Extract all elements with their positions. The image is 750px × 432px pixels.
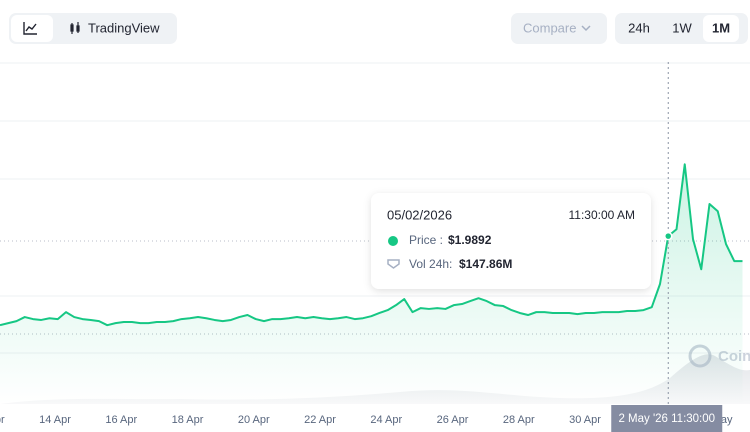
vol-label: Vol 24h: xyxy=(409,257,452,271)
tooltip: 05/02/2026 11:30:00 AM Price : $1.9892 V… xyxy=(371,193,651,289)
x-tick-label: 24 Apr xyxy=(370,414,402,426)
tradingview-button[interactable]: TradingView xyxy=(70,20,160,35)
tradingview-label: TradingView xyxy=(88,20,160,35)
hover-point xyxy=(664,231,673,241)
range-label[interactable]: 1W xyxy=(672,20,692,35)
price-line xyxy=(0,163,743,327)
price-value: $1.9892 xyxy=(448,233,492,247)
tooltip-box xyxy=(371,193,651,289)
tooltip-time: 11:30:00 AM xyxy=(569,208,636,222)
price-area xyxy=(0,164,743,404)
range-button-active[interactable] xyxy=(703,15,739,42)
x-tick-label: 18 Apr xyxy=(172,414,204,426)
x-tick-label: 12 Apr xyxy=(0,414,5,426)
line-icon xyxy=(23,22,37,35)
price-dot xyxy=(388,236,398,246)
compare-label: Compare xyxy=(523,20,576,35)
x-tick-label: 22 Apr xyxy=(304,414,336,426)
range-label[interactable]: 1M xyxy=(712,20,730,35)
x-tick-label: 14 Apr xyxy=(39,414,71,426)
hover-x-label: 2 May '26 11:30:00 xyxy=(618,413,715,425)
x-tick-label: 26 Apr xyxy=(437,414,469,426)
chevron-icon xyxy=(581,25,591,32)
x-tick-label: 16 Apr xyxy=(105,414,137,426)
price-label: Price : xyxy=(409,233,443,247)
range-label[interactable]: 24h xyxy=(628,20,650,35)
compare-button[interactable] xyxy=(511,13,607,44)
tooltip-date: 05/02/2026 xyxy=(387,207,452,222)
hover-x-label-box xyxy=(611,405,723,432)
vol-value: $147.86M xyxy=(459,257,512,271)
candle-icon xyxy=(70,22,80,34)
x-tick-label: 30 Apr xyxy=(569,414,601,426)
volume-icon xyxy=(387,259,400,269)
toolbar: TradingView Compare 24h 1W 1M xyxy=(9,13,748,44)
x-tick-label: 20 Apr xyxy=(238,414,270,426)
x-tick-label: 28 Apr xyxy=(503,414,535,426)
